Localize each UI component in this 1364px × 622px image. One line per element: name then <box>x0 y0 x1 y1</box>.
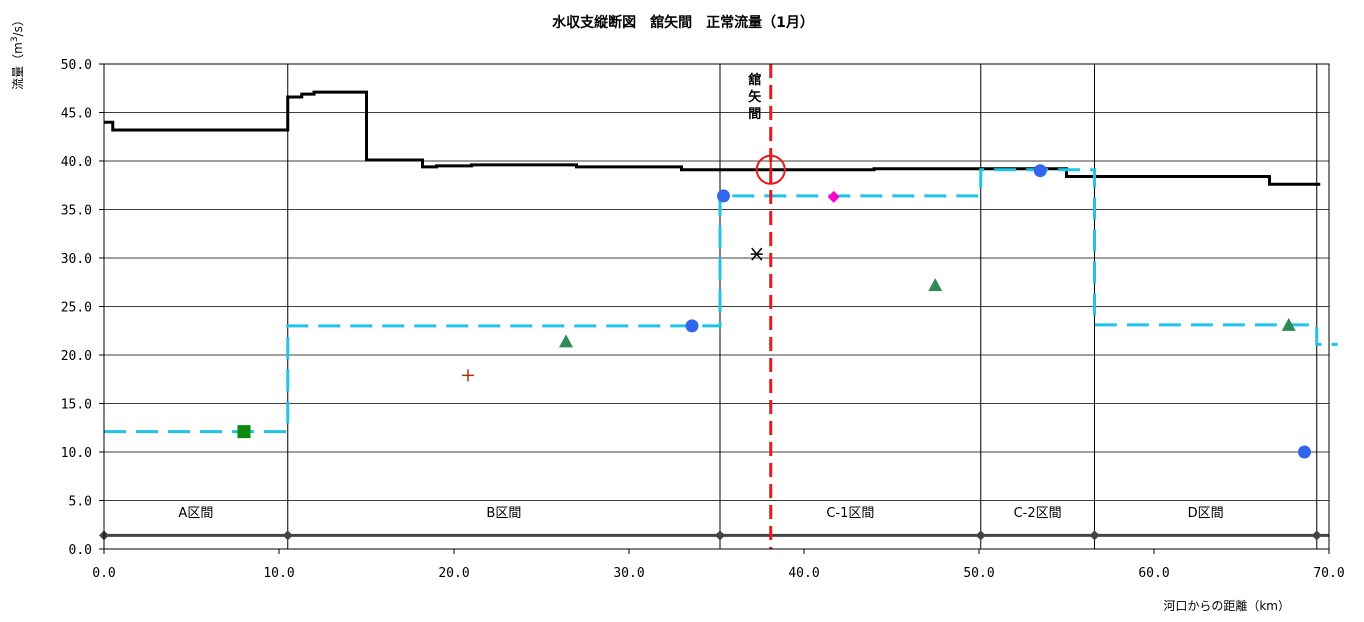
y-tick-label: 10.0 <box>61 446 92 461</box>
data-point <box>928 278 943 292</box>
y-tick-label: 50.0 <box>61 58 92 73</box>
x-tick-label: 0.0 <box>92 566 115 581</box>
data-point <box>462 369 474 382</box>
x-tick-label: 60.0 <box>1138 566 1169 581</box>
chart-title: 水収支縦断図 舘矢間 正常流量（1月） <box>552 14 814 31</box>
y-axis-ticks: 0.0 5.0 10.0 15.0 20.0 25.0 30.0 35.0 40.0 45.0 50… <box>61 58 104 558</box>
y-tick-label: 15.0 <box>61 398 92 413</box>
x-tick-label: 50.0 <box>963 566 994 581</box>
x-tick-label: 10.0 <box>263 566 294 581</box>
data-point <box>1281 317 1296 331</box>
data-point <box>827 190 840 203</box>
y-tick-label: 20.0 <box>61 349 92 364</box>
x-axis-label: 河口からの距離（km） <box>1163 599 1290 613</box>
section-label: A区間 <box>178 506 213 521</box>
y-tick-label: 45.0 <box>61 107 92 122</box>
x-axis-ticks: 0.0 10.0 20.0 30.0 40.0 50.0 60.0 70.0 <box>92 549 1345 581</box>
y-tick-label: 25.0 <box>61 301 92 316</box>
section-node <box>715 530 725 541</box>
data-point <box>685 319 699 333</box>
data-point <box>237 425 251 439</box>
y-tick-label: 5.0 <box>69 495 92 510</box>
x-tick-label: 70.0 <box>1313 566 1344 581</box>
series-lines <box>104 90 1338 434</box>
data-point <box>750 247 763 261</box>
x-tick-label: 30.0 <box>613 566 644 581</box>
section-node <box>975 530 986 541</box>
y-tick-label: 30.0 <box>61 252 92 267</box>
section-label: D区間 <box>1188 506 1224 521</box>
data-point <box>1298 445 1311 459</box>
section-label: C-1区間 <box>826 506 874 521</box>
section-label: B区間 <box>486 506 521 521</box>
location-label: 舘矢間 <box>747 72 762 122</box>
location-marker: 舘矢間 <box>747 64 786 549</box>
x-tick-label: 40.0 <box>788 566 819 581</box>
series-line-dashed <box>104 168 1338 434</box>
data-point <box>559 334 573 348</box>
data-points <box>237 164 1311 459</box>
series-line-solid <box>104 90 1321 186</box>
y-axis-label: 流量（m3/s） <box>10 14 25 90</box>
section-node <box>1089 530 1100 541</box>
plot-frame <box>103 63 1330 550</box>
data-point <box>1033 164 1047 178</box>
y-tick-label: 35.0 <box>61 204 92 219</box>
section-node <box>282 530 293 541</box>
section-node <box>1311 530 1322 541</box>
section-label: C-2区間 <box>1014 506 1062 521</box>
y-tick-label: 0.0 <box>69 543 92 558</box>
y-tick-label: 40.0 <box>61 155 92 170</box>
x-tick-label: 20.0 <box>438 566 469 581</box>
data-point <box>717 189 730 203</box>
